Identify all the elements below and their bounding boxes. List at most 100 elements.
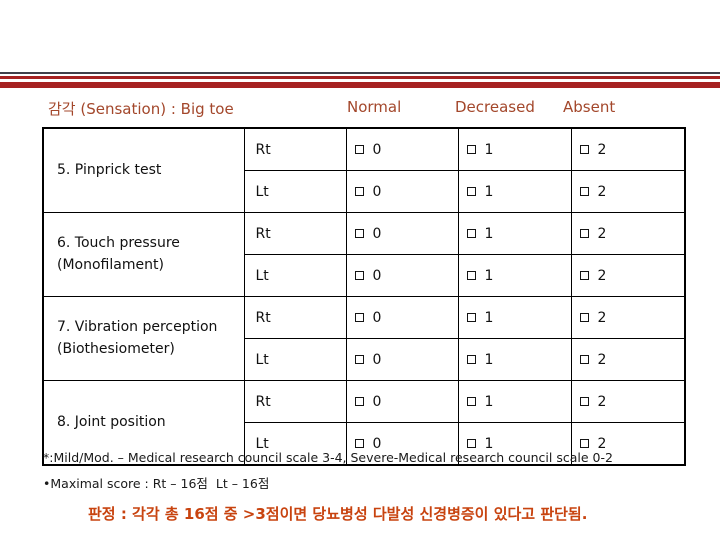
side-cell: Lt (243, 170, 347, 213)
score-cell: 0 (345, 254, 459, 297)
score-cell: 2 (570, 127, 686, 171)
score-value: 2 (597, 435, 607, 452)
score-value: 1 (484, 393, 494, 410)
table-row: 7. Vibration perception (Biothesiometer)… (42, 296, 686, 381)
checkbox-icon (579, 270, 589, 280)
score-value: 1 (484, 351, 494, 368)
checkbox-icon (579, 396, 589, 406)
checkbox-icon (466, 396, 476, 406)
column-header-absent: Absent (563, 98, 616, 116)
checkbox-icon (579, 354, 589, 364)
checkbox-icon (354, 186, 364, 196)
checkbox-icon (579, 228, 589, 238)
score-value: 0 (372, 309, 382, 326)
score-value: 2 (597, 183, 607, 200)
score-cell: 0 (345, 422, 459, 466)
checkbox-icon (579, 186, 589, 196)
test-name-cell: 7. Vibration perception (Biothesiometer) (42, 296, 245, 381)
score-value: 1 (484, 141, 494, 158)
score-value: 1 (484, 309, 494, 326)
score-value: 0 (372, 225, 382, 242)
score-cell: 1 (457, 380, 572, 423)
score-cell: 1 (457, 170, 572, 213)
table-row: 5. Pinprick test Rt 0 1 2 (42, 127, 686, 213)
score-cell: 1 (457, 212, 572, 255)
side-cell: Rt (243, 380, 347, 423)
side-cell: Rt (243, 212, 347, 255)
score-value: 2 (597, 225, 607, 242)
score-value: 0 (372, 393, 382, 410)
table-row: Lt 0 1 2 (43, 422, 686, 466)
score-cell: 2 (570, 380, 686, 423)
checkbox-icon (354, 228, 364, 238)
sensation-table: 5. Pinprick test Rt 0 1 2 Lt 0 1 2 6. To… (42, 127, 686, 466)
checkbox-icon (354, 312, 364, 322)
score-value: 2 (597, 309, 607, 326)
score-value: 0 (372, 267, 382, 284)
score-value: 0 (372, 141, 382, 158)
score-cell: 2 (570, 254, 686, 297)
score-cell: 1 (457, 127, 572, 171)
score-cell: 0 (345, 338, 459, 381)
score-cell: 2 (570, 338, 686, 381)
test-name-cell: 8. Joint position (42, 380, 245, 466)
score-value: 1 (484, 435, 494, 452)
score-cell: 0 (345, 296, 459, 339)
score-value: 1 (484, 183, 494, 200)
side-cell: Lt (243, 338, 347, 381)
score-cell: 1 (457, 338, 572, 381)
top-rule-thick (0, 82, 720, 88)
score-value: 0 (372, 183, 382, 200)
table-row: Lt 0 1 2 (43, 254, 686, 297)
checkbox-icon (354, 438, 364, 448)
checkbox-icon (466, 438, 476, 448)
score-value: 2 (597, 393, 607, 410)
column-header-normal: Normal (347, 98, 402, 116)
checkbox-icon (466, 144, 476, 154)
side-cell: Lt (243, 422, 347, 466)
top-rule-medium (0, 76, 720, 79)
score-cell: 1 (457, 422, 572, 466)
top-rule-thin (0, 72, 720, 74)
score-value: 0 (372, 351, 382, 368)
checkbox-icon (579, 144, 589, 154)
score-cell: 0 (345, 212, 459, 255)
score-value: 1 (484, 225, 494, 242)
score-value: 1 (484, 267, 494, 284)
score-cell: 1 (457, 296, 572, 339)
checkbox-icon (354, 396, 364, 406)
checkbox-icon (354, 144, 364, 154)
score-cell: 0 (345, 127, 459, 171)
test-name-cell: 5. Pinprick test (42, 127, 245, 213)
table-row: 8. Joint position Rt 0 1 2 (42, 380, 686, 466)
score-value: 2 (597, 351, 607, 368)
column-header-decreased: Decreased (455, 98, 535, 116)
conclusion-text: 판정 : 각각 총 16점 중 >3점이면 당뇨병성 다발성 신경병증이 있다고… (88, 505, 588, 523)
score-cell: 2 (570, 296, 686, 339)
score-cell: 2 (570, 212, 686, 255)
side-cell: Rt (243, 127, 347, 171)
side-cell: Lt (243, 254, 347, 297)
footnote-maximal-score: •Maximal score : Rt – 16점 Lt – 16점 (43, 476, 270, 491)
checkbox-icon (466, 312, 476, 322)
score-cell: 0 (345, 170, 459, 213)
score-cell: 0 (345, 380, 459, 423)
score-cell: 2 (570, 422, 686, 466)
table-row: 6. Touch pressure (Monofilament) Rt 0 1 … (42, 212, 686, 297)
slide-title: 감각 (Sensation) : Big toe (48, 100, 234, 118)
checkbox-icon (466, 186, 476, 196)
checkbox-icon (466, 354, 476, 364)
side-cell: Rt (243, 296, 347, 339)
checkbox-icon (354, 354, 364, 364)
score-cell: 2 (570, 170, 686, 213)
table-row: Lt 0 1 2 (43, 338, 686, 381)
score-value: 2 (597, 267, 607, 284)
score-cell: 1 (457, 254, 572, 297)
checkbox-icon (466, 270, 476, 280)
score-value: 2 (597, 141, 607, 158)
footnote-mrc-scale: *:Mild/Mod. – Medical research council s… (43, 450, 613, 465)
test-name-cell: 6. Touch pressure (Monofilament) (42, 212, 245, 297)
checkbox-icon (354, 270, 364, 280)
checkbox-icon (466, 228, 476, 238)
